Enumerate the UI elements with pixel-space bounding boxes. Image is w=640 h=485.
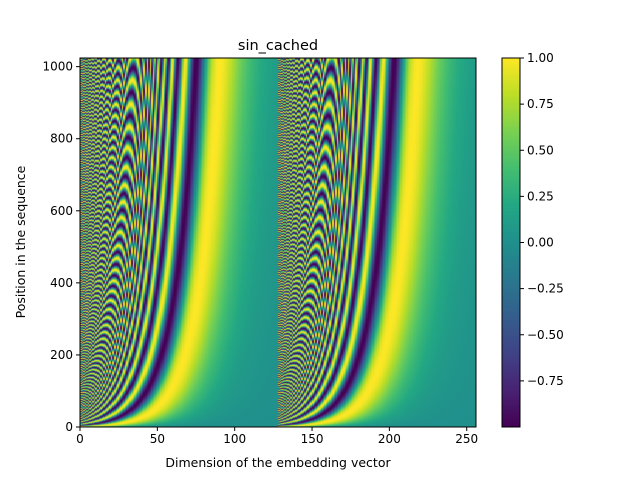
colorbar-tick-label: 0.00 bbox=[527, 236, 554, 250]
x-tick-label: 50 bbox=[150, 432, 165, 446]
colorbar-tick-label: −0.75 bbox=[527, 374, 564, 388]
x-axis-label: Dimension of the embedding vector bbox=[165, 455, 391, 470]
colorbar-ticks: 1.00 0.75 0.50 0.25 0.00 −0.25 −0.50 −0.75 bbox=[520, 51, 564, 388]
colorbar-gradient bbox=[502, 58, 520, 427]
y-tick-label: 200 bbox=[50, 348, 73, 362]
colorbar-tick-label: 0.75 bbox=[527, 97, 554, 111]
x-tick-label: 0 bbox=[76, 432, 84, 446]
x-tick-label: 200 bbox=[378, 432, 401, 446]
x-tick-label: 150 bbox=[301, 432, 324, 446]
y-axis-label: Position in the sequence bbox=[13, 165, 28, 318]
colorbar-area bbox=[502, 58, 520, 427]
colorbar-tick-label: 0.25 bbox=[527, 189, 554, 203]
y-tick-label: 600 bbox=[50, 204, 73, 218]
chart-title: sin_cached bbox=[238, 38, 318, 54]
heatmap-canvas bbox=[80, 58, 476, 427]
x-tick-label: 250 bbox=[455, 432, 478, 446]
y-tick-label: 400 bbox=[50, 276, 73, 290]
x-tick-label: 100 bbox=[223, 432, 246, 446]
colorbar-tick-label: −0.25 bbox=[527, 282, 564, 296]
colorbar-tick-label: −0.50 bbox=[527, 328, 564, 342]
y-tick-label: 1000 bbox=[42, 60, 73, 74]
colorbar-tick-label: 0.50 bbox=[527, 143, 554, 157]
y-tick-label: 0 bbox=[65, 420, 73, 434]
y-tick-label: 800 bbox=[50, 132, 73, 146]
plot-frame bbox=[79, 57, 477, 428]
y-axis-ticks: 0 200 400 600 800 1000 bbox=[42, 60, 80, 434]
colorbar-tick-label: 1.00 bbox=[527, 51, 554, 65]
heatmap-plot-area bbox=[80, 58, 476, 427]
x-axis-ticks: 0 50 100 150 200 250 bbox=[76, 427, 478, 446]
